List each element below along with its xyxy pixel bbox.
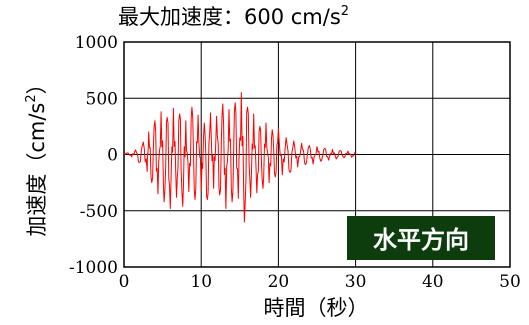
y-tick-label: -500 <box>80 202 118 222</box>
chart-title-superscript: 2 <box>341 4 349 19</box>
y-axis-title: 加速度（cm/s2） <box>24 73 49 236</box>
y-tick-label: -1000 <box>69 258 118 278</box>
y-tick-labels: 1000 500 0 -500 -1000 <box>69 33 118 278</box>
chart-title: 最大加速度：600 cm/s2 <box>118 4 349 29</box>
x-tick-label: 20 <box>268 272 290 292</box>
y-tick-label: 0 <box>107 146 118 166</box>
x-axis-title: 時間（秒） <box>264 296 369 320</box>
y-tick-label: 500 <box>86 89 118 109</box>
x-tick-label: 40 <box>422 272 444 292</box>
acceleration-series-line <box>123 92 356 223</box>
y-axis-title-main: 加速度（cm/s <box>25 103 49 237</box>
x-tick-label: 50 <box>499 272 521 292</box>
x-tick-label: 0 <box>119 272 130 292</box>
x-tick-label: 30 <box>345 272 367 292</box>
chart-title-main: 最大加速度：600 cm/s <box>118 5 341 29</box>
x-tick-labels: 0 10 20 30 40 50 <box>119 272 521 292</box>
x-tick-label: 10 <box>190 272 212 292</box>
y-tick-label: 1000 <box>75 33 118 53</box>
y-axis-title-suffix: ） <box>25 73 49 94</box>
direction-badge-label: 水平方向 <box>373 226 469 254</box>
direction-badge <box>347 216 495 260</box>
y-axis-title-superscript: 2 <box>24 94 39 102</box>
